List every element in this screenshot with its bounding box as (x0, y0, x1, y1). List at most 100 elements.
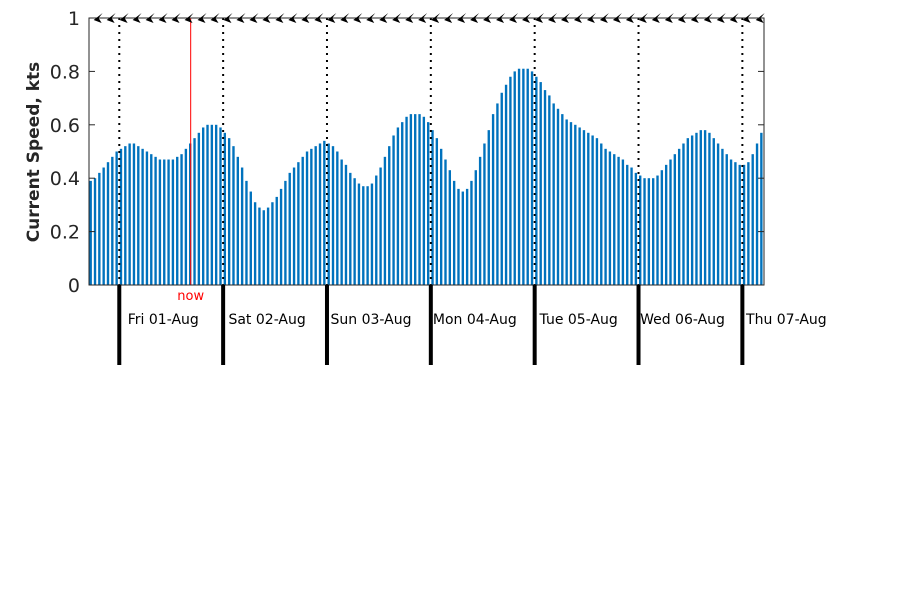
bar (729, 159, 733, 285)
bar (608, 151, 612, 285)
bar (452, 180, 456, 285)
bar (634, 172, 638, 285)
bar (292, 167, 296, 285)
bar (565, 119, 568, 286)
bar (297, 162, 300, 285)
bar (474, 170, 477, 285)
bar (318, 143, 322, 285)
direction-arrow-icon (586, 13, 596, 23)
bar (124, 146, 127, 285)
y-axis-label: Current Speed, kts (24, 62, 44, 243)
arrow-head (457, 13, 467, 23)
direction-arrow-icon (132, 13, 142, 23)
direction-arrow-icon (470, 13, 480, 23)
day-boundary-lines (118, 18, 744, 285)
day-label: Thu 07-Aug (745, 312, 827, 328)
bar (708, 132, 711, 285)
direction-arrow-icon (483, 13, 493, 23)
bar (132, 143, 136, 285)
arrow-head (171, 13, 181, 23)
y-tick-label: 1 (68, 8, 80, 30)
bar (219, 127, 222, 285)
bar (712, 138, 715, 285)
direction-arrow-icon (664, 13, 674, 23)
bar (574, 124, 577, 285)
arrow-head (353, 13, 363, 23)
bar (227, 138, 231, 285)
bar (210, 124, 214, 285)
bar (613, 154, 616, 285)
direction-arrow-icon (145, 13, 155, 23)
bar (98, 172, 101, 285)
bar (487, 130, 490, 285)
bar (582, 130, 586, 285)
arrow-head (340, 13, 350, 23)
bar (604, 148, 607, 285)
bar (167, 159, 170, 285)
y-tick-label: 0.6 (50, 115, 80, 137)
arrow-head (145, 13, 155, 23)
arrow-head (236, 13, 246, 23)
bar (89, 180, 92, 285)
direction-arrow-icon (625, 13, 635, 23)
arrow-head (496, 13, 506, 23)
arrow-head (314, 13, 324, 23)
arrow-head (573, 13, 583, 23)
arrow-head (716, 13, 726, 23)
bar (457, 188, 460, 285)
arrow-head (535, 13, 544, 23)
bar (366, 186, 369, 285)
direction-arrow-icon (236, 13, 246, 23)
direction-arrow-icon (716, 13, 726, 23)
bar (349, 172, 352, 285)
bar (375, 175, 378, 285)
direction-arrow-icon (418, 13, 428, 23)
bar (656, 175, 659, 285)
bar (600, 143, 603, 285)
arrow-head (275, 13, 285, 23)
direction-arrow-icon (197, 13, 207, 23)
day-label: Mon 04-Aug (433, 312, 517, 328)
bar (652, 178, 655, 285)
arrow-head (392, 13, 402, 23)
day-label: Sun 03-Aug (330, 312, 411, 328)
bar (513, 71, 516, 286)
bar (755, 143, 759, 285)
direction-arrows (93, 13, 765, 23)
arrow-head (729, 13, 739, 23)
bar (163, 159, 166, 285)
bar (111, 156, 114, 285)
bar (431, 130, 434, 285)
direction-arrow-icon (288, 13, 298, 23)
bar (150, 154, 153, 285)
bar (595, 138, 599, 285)
bar (669, 159, 672, 285)
bar (470, 180, 473, 285)
bar (392, 135, 395, 285)
bar (279, 188, 283, 285)
direction-arrow-icon (690, 13, 700, 23)
bar (414, 114, 417, 286)
direction-arrow-icon (573, 13, 583, 23)
bar (232, 146, 235, 285)
arrow-head (223, 13, 233, 23)
bar (128, 143, 131, 285)
bar (535, 76, 538, 286)
bar (716, 143, 720, 285)
bar (760, 132, 763, 285)
arrow-head (327, 13, 337, 23)
bar (388, 146, 391, 285)
bar (344, 164, 348, 285)
direction-arrow-icon (210, 13, 220, 23)
bar (439, 148, 443, 285)
arrow-head (119, 13, 129, 23)
bar (496, 103, 499, 285)
bar (249, 191, 252, 285)
direction-arrow-icon (560, 13, 570, 23)
now-marker: now (177, 18, 204, 304)
bar (106, 162, 110, 285)
direction-arrow-icon (340, 13, 350, 23)
bar (626, 164, 629, 285)
direction-arrow-icon (444, 13, 454, 23)
arrow-head (547, 13, 557, 23)
